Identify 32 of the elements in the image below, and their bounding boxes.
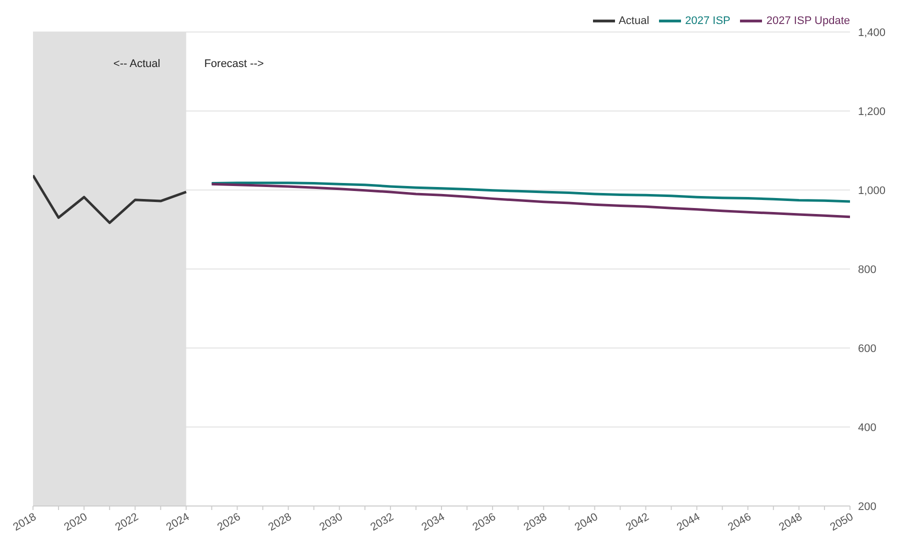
- y-tick-label: 1,000: [858, 184, 886, 197]
- x-tick-label: 2028: [266, 510, 294, 534]
- y-tick-label: 1,200: [858, 106, 886, 118]
- y-tick-label: 800: [858, 264, 876, 276]
- annotation: <-- Actual: [113, 58, 160, 70]
- line-series: [210, 182, 850, 203]
- x-tick-label: 2050: [828, 510, 856, 534]
- y-tick-label: 400: [858, 422, 876, 434]
- x-tick-label: 2024: [164, 510, 192, 534]
- y-tick-label: 200: [858, 500, 876, 513]
- legend-label: Actual: [618, 14, 650, 27]
- y-tick-label: 1,400: [858, 26, 886, 39]
- x-tick-label: 2042: [624, 510, 652, 534]
- x-tick-label: 2032: [368, 510, 396, 534]
- line-series: [210, 182, 850, 218]
- x-tick-label: 2034: [420, 510, 447, 534]
- y-tick-label: 600: [858, 342, 876, 355]
- x-tick-label: 2048: [777, 510, 804, 534]
- x-tick-label: 2044: [675, 510, 702, 534]
- x-tick-label: 2040: [572, 510, 600, 534]
- x-tick-label: 2046: [726, 510, 754, 534]
- x-tick-label: 2022: [113, 510, 141, 534]
- x-tick-label: 2026: [215, 510, 243, 534]
- legend-label: 2027 ISP Update: [766, 14, 850, 27]
- x-tick-label: 2020: [62, 510, 90, 534]
- line-series: [33, 174, 188, 224]
- annotation: Forecast -->: [204, 58, 264, 70]
- x-tick-label: 2018: [11, 510, 38, 534]
- legend-label: 2027 ISP: [685, 14, 730, 27]
- x-tick-label: 2038: [522, 510, 550, 534]
- x-tick-label: 2030: [318, 510, 345, 534]
- x-tick-label: 2036: [470, 510, 498, 534]
